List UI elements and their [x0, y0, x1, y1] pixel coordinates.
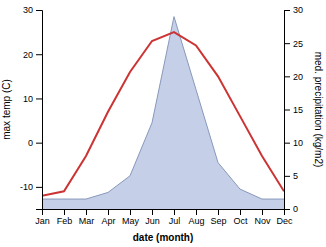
tick: 30 — [284, 5, 303, 15]
tick-label: -10 — [20, 182, 33, 192]
tick-mark — [36, 187, 42, 188]
tick: 0 — [28, 138, 42, 148]
tick-label: Feb — [57, 216, 73, 226]
y-axis: -10 0 10 20 30 — [20, 5, 43, 209]
tick: Nov — [254, 209, 271, 226]
x-axis-title: date (month) — [133, 232, 194, 243]
tick-label: Mar — [79, 216, 95, 226]
tick: 25 — [284, 39, 303, 49]
tick: 15 — [284, 105, 303, 115]
tick-mark — [284, 10, 290, 11]
tick-label: Sep — [210, 216, 226, 226]
axis-line — [43, 210, 285, 216]
x-axis: Jan Feb Mar Apr May Jun Jul Aug Sep Oct Nov Dec — [35, 209, 293, 226]
tick-mark — [36, 143, 42, 144]
tick-mark — [86, 209, 87, 215]
tick: 10 — [23, 94, 42, 104]
tick-label: 5 — [293, 171, 298, 181]
tick: Oct — [233, 209, 248, 226]
tick-label: 15 — [293, 105, 303, 115]
tick: Apr — [101, 209, 115, 226]
tick-mark — [152, 209, 153, 215]
y2-axis-title: med. precipitation (kg/m2) — [313, 52, 324, 168]
temp-line — [42, 32, 284, 196]
tick-mark — [36, 98, 42, 99]
axis-line — [36, 11, 43, 210]
tick-label: Aug — [188, 216, 204, 226]
tick-mark — [284, 76, 290, 77]
tick: Jul — [169, 209, 181, 226]
tick-mark — [130, 209, 131, 215]
tick-mark — [262, 209, 263, 215]
tick-label: Apr — [101, 216, 115, 226]
precip-area — [42, 17, 284, 209]
tick-mark — [64, 209, 65, 215]
tick: 5 — [284, 171, 298, 181]
tick: Jan — [35, 209, 50, 226]
tick: Aug — [188, 209, 204, 226]
tick-mark — [284, 209, 290, 210]
tick-mark — [240, 209, 241, 215]
marks — [42, 17, 284, 209]
tick-label: Jun — [145, 216, 160, 226]
tick: 20 — [284, 72, 303, 82]
tick-label: Jul — [169, 216, 181, 226]
tick-label: 20 — [293, 72, 303, 82]
axis-line — [285, 11, 291, 210]
y-axis-title: max temp (C) — [1, 79, 12, 140]
tick-mark — [174, 209, 175, 215]
tick-mark — [284, 110, 290, 111]
tick-mark — [284, 43, 290, 44]
tick-mark — [284, 176, 290, 177]
tick-mark — [218, 209, 219, 215]
tick-label: 0 — [28, 138, 33, 148]
tick-mark — [284, 143, 290, 144]
tick: Sep — [210, 209, 226, 226]
tick-label: Nov — [254, 216, 271, 226]
tick: Jun — [145, 209, 160, 226]
tick: May — [122, 209, 140, 226]
chart: Jan Feb Mar Apr May Jun Jul Aug Sep Oct Nov Dec -10 0… — [0, 0, 326, 247]
tick-label: Oct — [233, 216, 248, 226]
tick: Mar — [79, 209, 95, 226]
tick-label: 25 — [293, 39, 303, 49]
y2-axis: 0 5 10 15 20 25 30 — [284, 5, 303, 214]
tick-label: 30 — [23, 5, 33, 15]
tick: -10 — [20, 182, 42, 192]
tick: 30 — [23, 5, 42, 15]
precip-line — [42, 17, 284, 199]
tick-mark — [196, 209, 197, 215]
tick-label: Dec — [276, 216, 293, 226]
tick: 10 — [284, 138, 303, 148]
tick: 0 — [284, 204, 298, 214]
tick-mark — [108, 209, 109, 215]
plot-area: Jan Feb Mar Apr May Jun Jul Aug Sep Oct Nov Dec -10 0… — [1, 5, 324, 243]
tick-label: 20 — [23, 50, 33, 60]
tick: Feb — [57, 209, 73, 226]
tick-label: 10 — [293, 138, 303, 148]
tick-label: Jan — [35, 216, 50, 226]
tick-mark — [36, 54, 42, 55]
tick-label: 10 — [23, 94, 33, 104]
tick-label: 0 — [293, 204, 298, 214]
tick: 20 — [23, 50, 42, 60]
tick-label: 30 — [293, 5, 303, 15]
tick: Dec — [276, 209, 293, 226]
tick-mark — [36, 10, 42, 11]
tick-label: May — [122, 216, 140, 226]
